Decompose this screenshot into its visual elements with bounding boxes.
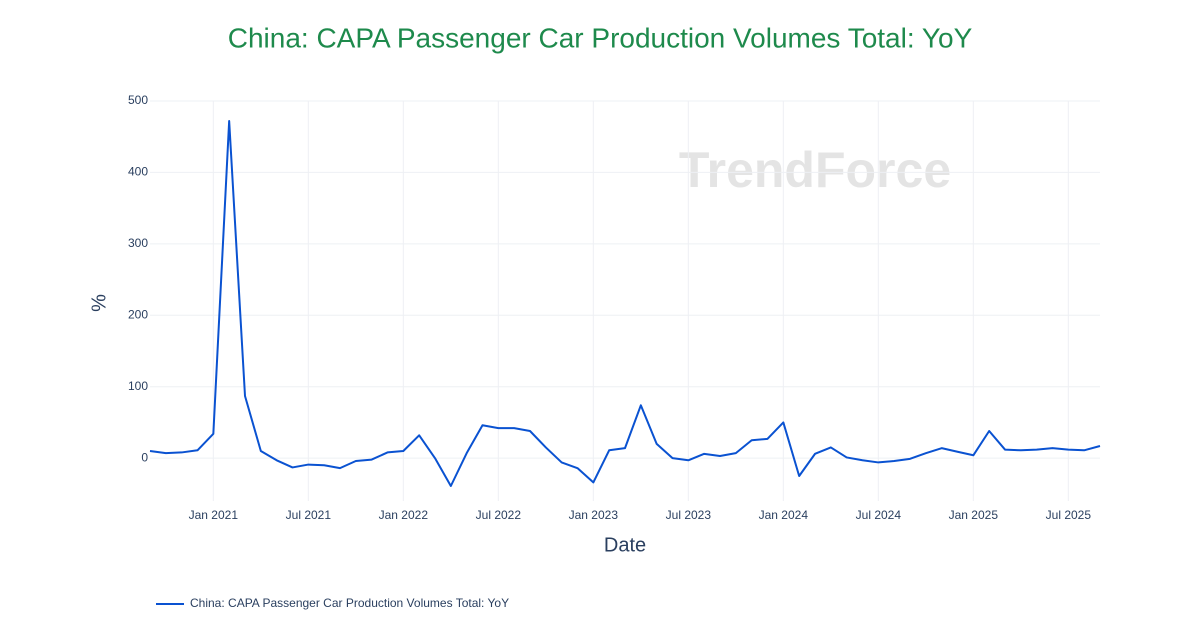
x-tick-label: Jan 2021 xyxy=(189,508,239,522)
y-tick-label: 500 xyxy=(128,93,148,107)
x-tick-label: Jul 2025 xyxy=(1046,508,1092,522)
legend-label: China: CAPA Passenger Car Production Vol… xyxy=(190,596,509,610)
x-axis-title: Date xyxy=(604,534,646,556)
y-tick-label: 300 xyxy=(128,236,148,250)
y-tick-label: 100 xyxy=(128,379,148,393)
x-tick-label: Jul 2024 xyxy=(856,508,902,522)
x-tick-label: Jul 2022 xyxy=(476,508,522,522)
x-tick-label: Jul 2021 xyxy=(286,508,332,522)
x-tick-label: Jan 2022 xyxy=(379,508,429,522)
y-tick-label: 400 xyxy=(128,165,148,179)
x-tick-label: Jan 2025 xyxy=(949,508,999,522)
chart-title: China: CAPA Passenger Car Production Vol… xyxy=(228,22,973,53)
y-axis-title: % xyxy=(88,294,110,312)
x-tick-label: Jan 2024 xyxy=(759,508,809,522)
y-tick-label: 200 xyxy=(128,307,148,321)
y-tick-label: 0 xyxy=(141,450,148,464)
watermark: TrendForce xyxy=(679,142,951,198)
grid xyxy=(150,100,1100,501)
line xyxy=(149,120,1101,487)
x-tick-label: Jan 2023 xyxy=(569,508,619,522)
x-tick-label: Jul 2023 xyxy=(666,508,712,522)
